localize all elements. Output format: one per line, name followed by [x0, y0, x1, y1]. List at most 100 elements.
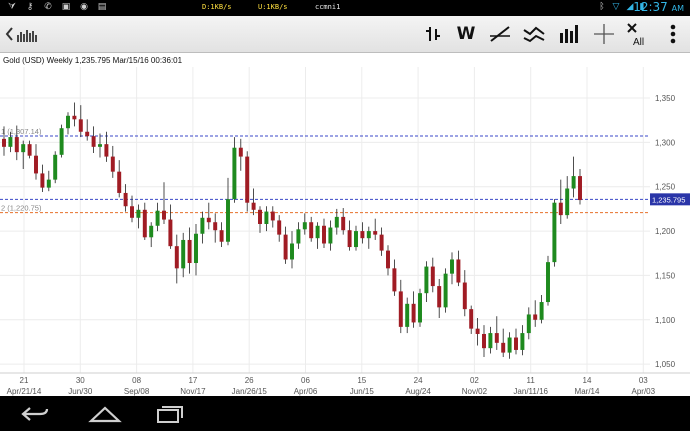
- back-button[interactable]: [2, 16, 42, 52]
- x-tick-label: 14: [583, 376, 592, 385]
- chart-toolbar: W All: [0, 16, 690, 53]
- candle-down: [174, 246, 179, 269]
- clear-all-button[interactable]: All: [622, 16, 652, 52]
- candle-up: [21, 144, 26, 153]
- x-tick-date-label: Jun/30: [68, 387, 93, 396]
- back-arrow-icon: [5, 27, 37, 42]
- x-tick-date-label: Apr/21/14: [7, 387, 42, 396]
- candle-up: [539, 302, 544, 320]
- overflow-menu-button[interactable]: [660, 16, 686, 52]
- candle-down: [475, 328, 480, 334]
- candle-up: [290, 243, 294, 260]
- download-rate: D:1KB/s: [202, 3, 232, 11]
- candle-down: [14, 137, 19, 153]
- candle-down: [398, 291, 403, 327]
- candle-down: [322, 225, 326, 244]
- bar-type-icon: [426, 27, 440, 41]
- upload-rate: U:1KB/s: [258, 3, 288, 11]
- phone-icon: ✆: [44, 2, 52, 12]
- x-tick-label: 30: [76, 376, 85, 385]
- candle-down: [251, 202, 256, 210]
- nav-recents-button[interactable]: [150, 396, 190, 431]
- candle-up: [8, 137, 13, 147]
- battery-icon: ▮: [639, 2, 645, 12]
- pattern-button[interactable]: [518, 16, 550, 52]
- candle-down: [123, 192, 128, 207]
- candle-down: [110, 156, 115, 172]
- candle-down: [85, 131, 90, 137]
- x-tick-label: 08: [132, 376, 141, 385]
- nav-back-button[interactable]: [15, 396, 55, 431]
- candle-down: [245, 156, 250, 203]
- bluetooth-icon: ᛒ: [599, 2, 605, 12]
- candle-up: [443, 273, 448, 308]
- candle-up: [366, 231, 371, 239]
- candle-up: [488, 333, 493, 349]
- candle-up: [46, 179, 51, 188]
- wifi-icon: ▽: [612, 2, 620, 12]
- candle-down: [162, 210, 166, 220]
- candle-down: [104, 144, 109, 157]
- status-bar: ⮛ ⚷ ✆ ▣ ◉ ▤ D:1KB/s U:1KB/s ccmni1 ᛒ ▽ ◢…: [0, 0, 690, 16]
- x-tick-label: 11: [527, 376, 536, 385]
- x-tick-date-label: Jan/26/15: [232, 387, 268, 396]
- candle-up: [565, 188, 570, 216]
- level-label: 1 (1,307.14): [1, 127, 42, 136]
- x-tick-label: 06: [301, 376, 310, 385]
- candle-down: [392, 268, 397, 292]
- candle-down: [373, 231, 378, 235]
- candle-up: [334, 216, 339, 228]
- candle-down: [206, 217, 211, 223]
- candle-up: [66, 115, 70, 129]
- candle-down: [187, 239, 192, 264]
- candle-down: [430, 266, 435, 287]
- candle-up: [59, 128, 64, 155]
- key-icon: ⚷: [26, 2, 34, 12]
- candle-down: [309, 222, 314, 239]
- candle-up: [98, 144, 102, 147]
- candle-up: [405, 303, 410, 327]
- candle-down: [238, 147, 243, 157]
- candle-up: [296, 229, 301, 244]
- bar-type-button[interactable]: [418, 16, 448, 52]
- nav-bar: [0, 396, 690, 431]
- x-tick-date-label: Mar/14: [575, 387, 600, 396]
- candle-up: [200, 217, 205, 234]
- candle-down: [78, 119, 83, 132]
- candle-down: [360, 231, 365, 239]
- chart-pane[interactable]: Gold (USD) Weekly 1,235.795 Mar/15/16 00…: [0, 53, 690, 396]
- x-tick-date-label: Nov/02: [462, 387, 488, 396]
- candle-up: [418, 293, 422, 323]
- candle-down: [258, 209, 262, 224]
- indicators-button[interactable]: [553, 16, 585, 52]
- candle-down: [347, 230, 352, 248]
- storage-icon: ▤: [97, 2, 107, 12]
- candle-up: [53, 154, 58, 180]
- candle-down: [558, 202, 563, 216]
- x-tick-date-label: Sep/08: [124, 387, 150, 396]
- candle-up: [526, 314, 531, 334]
- x-tick-label: 03: [639, 376, 648, 385]
- period-button[interactable]: W: [456, 24, 476, 44]
- nav-home-button[interactable]: [82, 396, 128, 431]
- candle-down: [482, 333, 486, 349]
- crosshair-button[interactable]: [589, 16, 619, 52]
- x-tick-label: 02: [470, 376, 479, 385]
- candle-up: [155, 210, 160, 226]
- candle-down: [411, 303, 416, 323]
- y-tick-label: 1,300: [655, 138, 676, 147]
- candle-down: [437, 286, 442, 308]
- x-tick-label: 17: [188, 376, 197, 385]
- candle-down: [168, 219, 173, 247]
- candle-up: [450, 259, 454, 274]
- candle-up: [264, 211, 269, 224]
- trendline-button[interactable]: [484, 16, 516, 52]
- candle-up: [328, 227, 333, 244]
- candlestick-chart[interactable]: Gold (USD) Weekly 1,235.795 Mar/15/16 00…: [0, 53, 690, 396]
- candle-down: [270, 211, 275, 221]
- candle-up: [194, 233, 198, 264]
- y-tick-label: 1,100: [655, 316, 676, 325]
- x-tick-label: 15: [357, 376, 366, 385]
- x-tick-date-label: Aug/24: [405, 387, 431, 396]
- candle-up: [149, 225, 154, 238]
